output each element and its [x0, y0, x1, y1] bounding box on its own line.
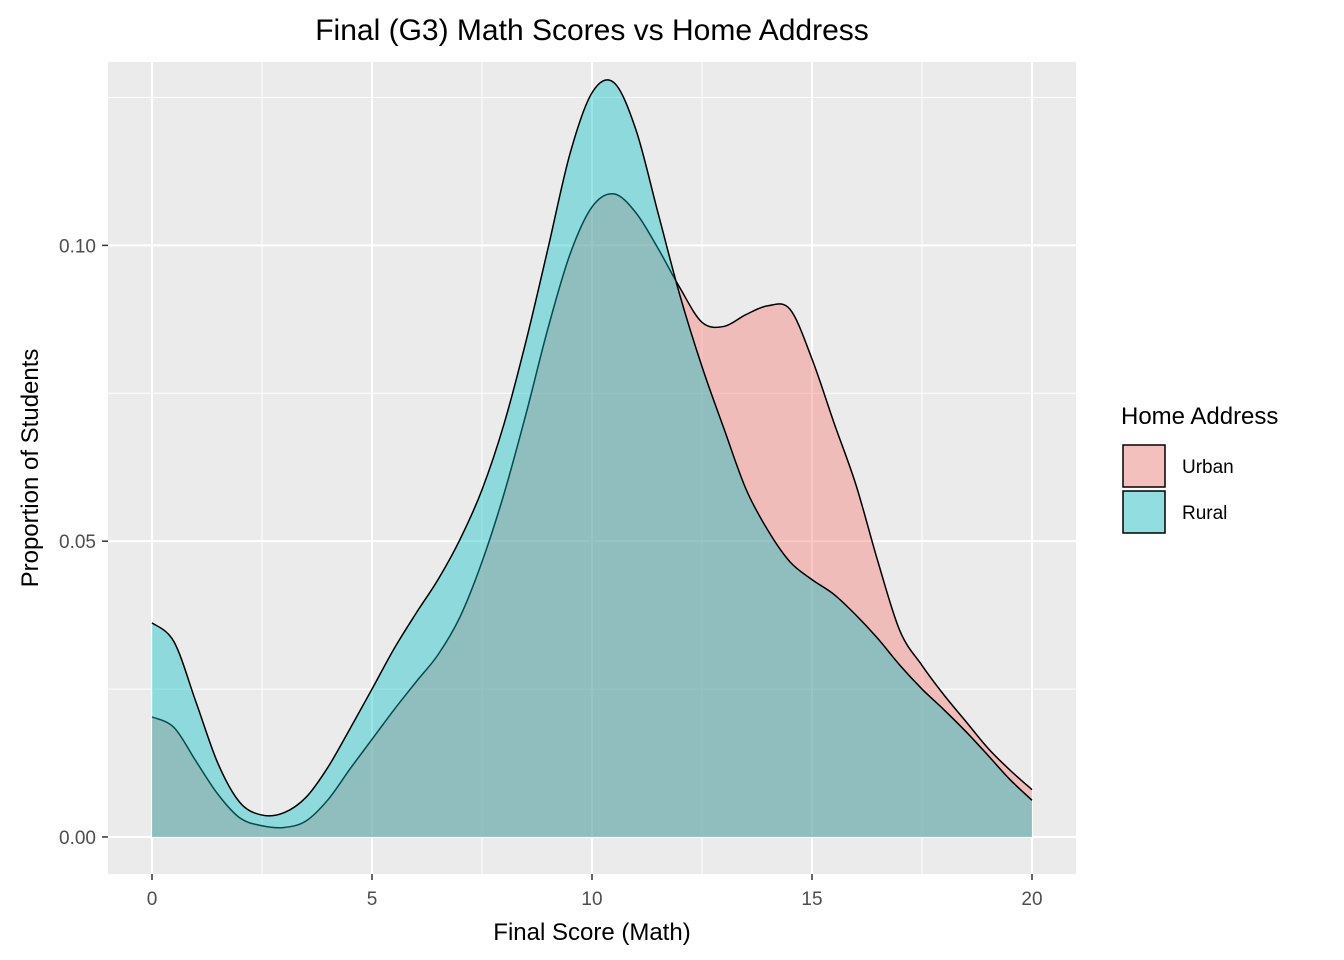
x-tick-label: 10	[581, 889, 602, 910]
legend-key-bg-rural	[1123, 491, 1165, 533]
legend: Home Address Urban Rural	[1121, 403, 1278, 534]
y-tick-label: 0.10	[59, 236, 96, 257]
density-areas	[151, 79, 1033, 837]
y-tick-label: 0.05	[59, 532, 96, 553]
density-area-urban	[152, 193, 1032, 837]
x-tick-label: 15	[801, 889, 822, 910]
density-area-rural	[152, 79, 1032, 837]
chart-title: Final (G3) Math Scores vs Home Address	[315, 14, 869, 47]
x-axis-ticks: 0 5 10 15 20	[147, 874, 1043, 910]
legend-items: Urban Rural	[1122, 444, 1234, 534]
density-line-urban	[151, 193, 1033, 829]
y-axis-ticks: 0.00 0.05 0.10	[59, 236, 108, 849]
legend-swatch-rural	[1122, 490, 1166, 534]
x-tick-label: 20	[1021, 889, 1042, 910]
x-tick-label: 5	[367, 889, 378, 910]
legend-label-urban: Urban	[1182, 457, 1234, 478]
x-axis-title: Final Score (Math)	[493, 919, 690, 946]
y-tick-label: 0.00	[59, 828, 96, 849]
legend-key-bg-urban	[1123, 445, 1165, 487]
legend-title: Home Address	[1121, 403, 1278, 430]
y-axis-title: Proportion of Students	[17, 349, 44, 588]
density-line-rural	[151, 79, 1033, 817]
gridlines	[108, 62, 1076, 874]
x-tick-label: 0	[147, 889, 158, 910]
legend-swatch-urban	[1122, 444, 1166, 488]
legend-label-rural: Rural	[1182, 503, 1227, 524]
